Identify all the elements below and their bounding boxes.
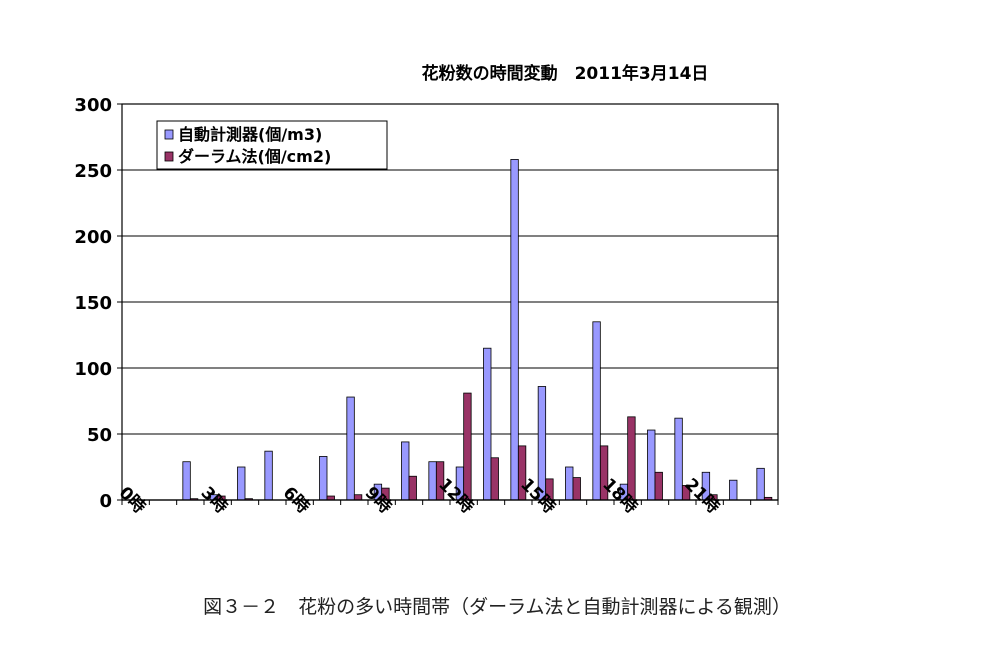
bar-auto-19: [647, 429, 656, 501]
legend-label: ダーラム法(個/cm2): [178, 147, 331, 166]
bar-auto-11: [428, 461, 437, 501]
y-tick-label: 50: [87, 425, 112, 446]
bar-auto-4: [237, 466, 246, 501]
y-tick-label: 200: [74, 227, 112, 248]
y-tick-label: 250: [74, 161, 112, 182]
bar-auto-7: [319, 456, 328, 501]
y-tick-label: 100: [74, 359, 112, 380]
legend-swatch: [164, 129, 174, 140]
bar-auto-10: [401, 441, 410, 501]
bar-auto-22: [729, 479, 738, 501]
legend-box: [156, 120, 388, 170]
legend-swatch: [164, 151, 174, 162]
plot-area-border: [121, 103, 779, 501]
chart-title: 花粉数の時間変動 2011年3月14日: [422, 63, 709, 84]
bar-auto-14: [510, 159, 519, 501]
bar-durham-19: [654, 471, 663, 501]
bar-auto-5: [264, 450, 273, 501]
bars: [182, 159, 773, 501]
y-axis: 0 50 100 150 200 250 300: [74, 95, 122, 512]
bar-durham-12: [463, 392, 472, 501]
plot-frame: [121, 103, 779, 501]
bar-auto-17: [592, 321, 601, 501]
y-tick-label: 0: [99, 491, 112, 512]
bar-durham-18: [627, 416, 636, 501]
bar-durham-8: [353, 494, 363, 501]
y-tick-label: 150: [74, 293, 112, 314]
bar-durham-16: [572, 477, 581, 501]
legend-label: 自動計測器(個/m3): [178, 125, 322, 144]
bar-auto-13: [483, 347, 492, 501]
bar-auto-8: [346, 396, 355, 501]
chart: 花粉数の時間変動 2011年3月14日 0 50 100 150 200 250 300 0…: [74, 63, 779, 518]
bar-auto-2: [182, 461, 191, 501]
legend: 自動計測器(個/m3) ダーラム法(個/cm2): [156, 120, 388, 170]
y-tick-label: 300: [74, 95, 112, 116]
bar-auto-16: [565, 466, 574, 501]
bar-auto-23: [756, 467, 765, 501]
bar-durham-13: [490, 457, 499, 501]
bar-durham-10: [408, 475, 417, 501]
figure-caption: 図３－２ 花粉の多い時間帯（ダーラム法と自動計測器による観測）: [203, 596, 791, 618]
